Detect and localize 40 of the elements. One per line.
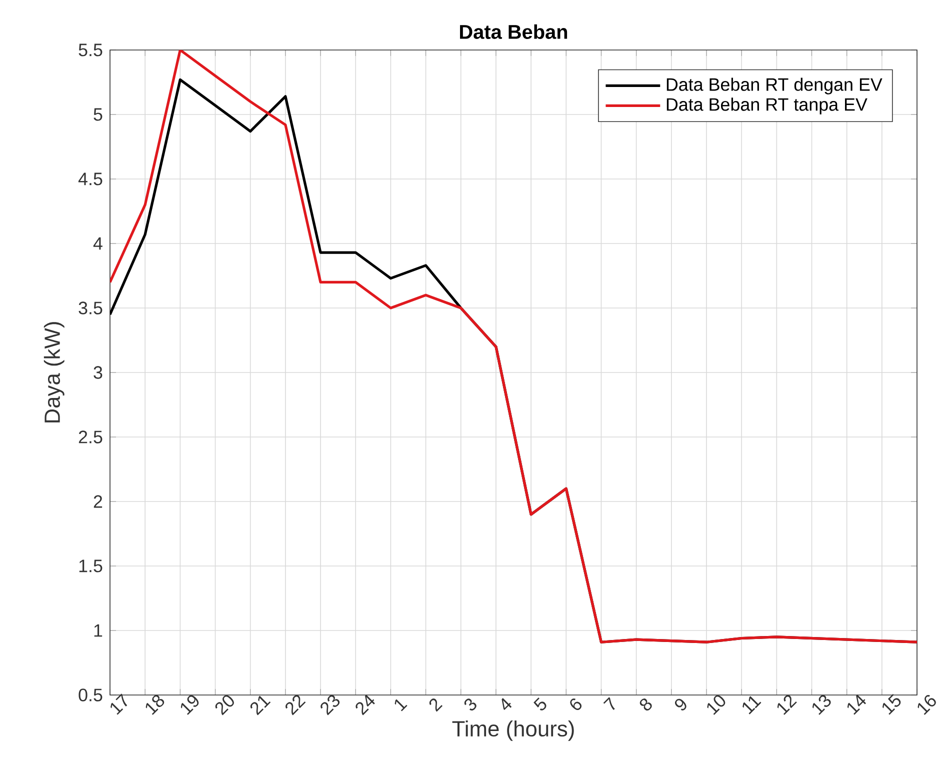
x-tick-label: 4 — [502, 698, 512, 710]
y-axis-title: Daya (kW) — [44, 322, 64, 422]
x-tick-label: 3 — [464, 698, 476, 710]
x-axis-title: Time (hours) — [452, 720, 574, 741]
legend-label: Data Beban RT dengan EV — [666, 78, 882, 94]
y-tick-label: 4.5 — [78, 172, 102, 186]
y-tick-label: 3.5 — [78, 302, 102, 314]
x-tick-label: 8 — [640, 698, 652, 710]
x-tick-label: 7 — [603, 697, 615, 710]
y-tick-label: 2 — [94, 495, 102, 508]
x-tick-label: 2 — [429, 698, 442, 712]
x-tick-label: 14 — [847, 694, 866, 715]
x-tick-label: 20 — [215, 695, 234, 716]
x-tick-label: 19 — [180, 695, 199, 715]
x-tick-label: 21 — [250, 696, 271, 716]
chart-title: Data Beban — [460, 24, 568, 39]
y-tick-label: 4 — [93, 237, 102, 250]
y-tick-label: 2.5 — [78, 430, 102, 444]
x-tick-label: 16 — [918, 695, 936, 715]
x-tick-label: 6 — [570, 698, 582, 710]
x-tick-label: 18 — [146, 695, 164, 715]
x-tick-label: 1 — [394, 699, 408, 712]
x-tick-label: 17 — [110, 694, 128, 715]
x-tick-label: 10 — [707, 695, 726, 715]
x-tick-label: 23 — [320, 695, 340, 716]
x-tick-label: 5 — [534, 698, 546, 710]
y-tick-label: 1.5 — [79, 560, 102, 572]
y-tick-label: 0.5 — [78, 688, 102, 702]
x-tick-label: 15 — [882, 694, 901, 715]
legend-label: Data Beban RT tanpa EV — [666, 98, 868, 114]
x-tick-label: 9 — [674, 698, 686, 710]
x-tick-label: 12 — [777, 695, 797, 715]
y-tick-label: 3 — [94, 366, 102, 379]
y-tick-label: 5.5 — [78, 44, 102, 56]
x-tick-label: 24 — [356, 694, 375, 716]
x-tick-label: 22 — [286, 695, 306, 716]
y-tick-label: 5 — [94, 108, 102, 121]
y-tick-label: 1 — [94, 624, 102, 637]
x-tick-label: 11 — [742, 696, 762, 714]
x-tick-label: 13 — [812, 695, 831, 715]
